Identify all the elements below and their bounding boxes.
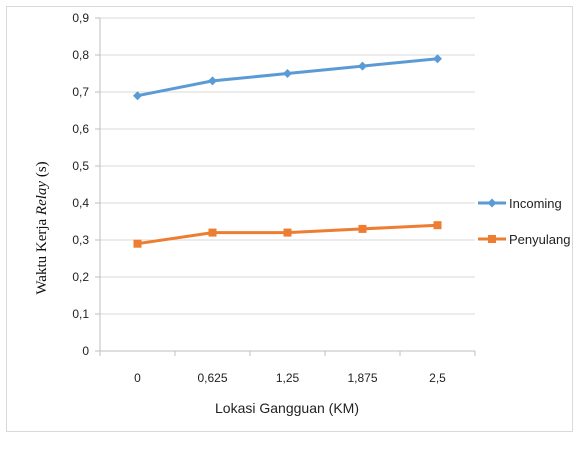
x-tick-label: 2,5 [429, 371, 446, 385]
y-tick-label: 0,9 [72, 11, 89, 25]
data-point-penyulang [208, 228, 217, 237]
x-tick-label: 1,25 [276, 371, 300, 385]
y-axis-title: Waktu Kerja Relay (s) [34, 161, 50, 294]
legend-marker [487, 198, 497, 208]
x-tick-label: 0 [134, 371, 141, 385]
y-tick-label: 0,7 [72, 85, 89, 99]
y-tick-label: 0,3 [72, 233, 89, 247]
data-point-incoming [433, 54, 442, 64]
y-axis-title-prefix: Waktu Kerja [34, 215, 50, 295]
y-tick-label: 0,8 [72, 48, 89, 62]
x-tick-label: 0,625 [197, 371, 227, 385]
data-point-penyulang [433, 221, 442, 230]
data-point-incoming [208, 76, 217, 86]
y-tick-label: 0,6 [72, 122, 89, 136]
x-axis-title: Lokasi Gangguan (KM) [215, 400, 359, 416]
legend-marker [488, 235, 496, 243]
data-point-incoming [133, 91, 142, 101]
y-tick-label: 0,4 [72, 196, 89, 210]
y-tick-labels: 0 0,1 0,2 0,3 0,4 0,5 0,6 0,7 0,8 0,9 [72, 11, 89, 358]
legend-label: Penyulang [509, 232, 570, 247]
legend: Incoming Penyulang [478, 196, 570, 247]
y-tick-label: 0,5 [72, 159, 89, 173]
y-axis-title-suffix: (s) [34, 161, 50, 181]
y-tick-label: 0,1 [72, 307, 89, 321]
data-point-incoming [283, 69, 292, 78]
series-group [133, 54, 442, 248]
y-axis-title-italic: Relay [34, 181, 50, 216]
gridlines [95, 17, 475, 352]
data-point-penyulang [283, 228, 292, 237]
x-axis: 0 0,625 1,25 1,875 2,5 [99, 18, 476, 385]
legend-label: Incoming [509, 196, 562, 211]
data-point-incoming [358, 61, 367, 71]
y-tick-label: 0 [82, 344, 89, 358]
x-tick-label: 1,875 [347, 371, 377, 385]
y-tick-label: 0,2 [72, 270, 89, 284]
data-point-penyulang [133, 239, 142, 248]
data-point-penyulang [358, 224, 367, 233]
